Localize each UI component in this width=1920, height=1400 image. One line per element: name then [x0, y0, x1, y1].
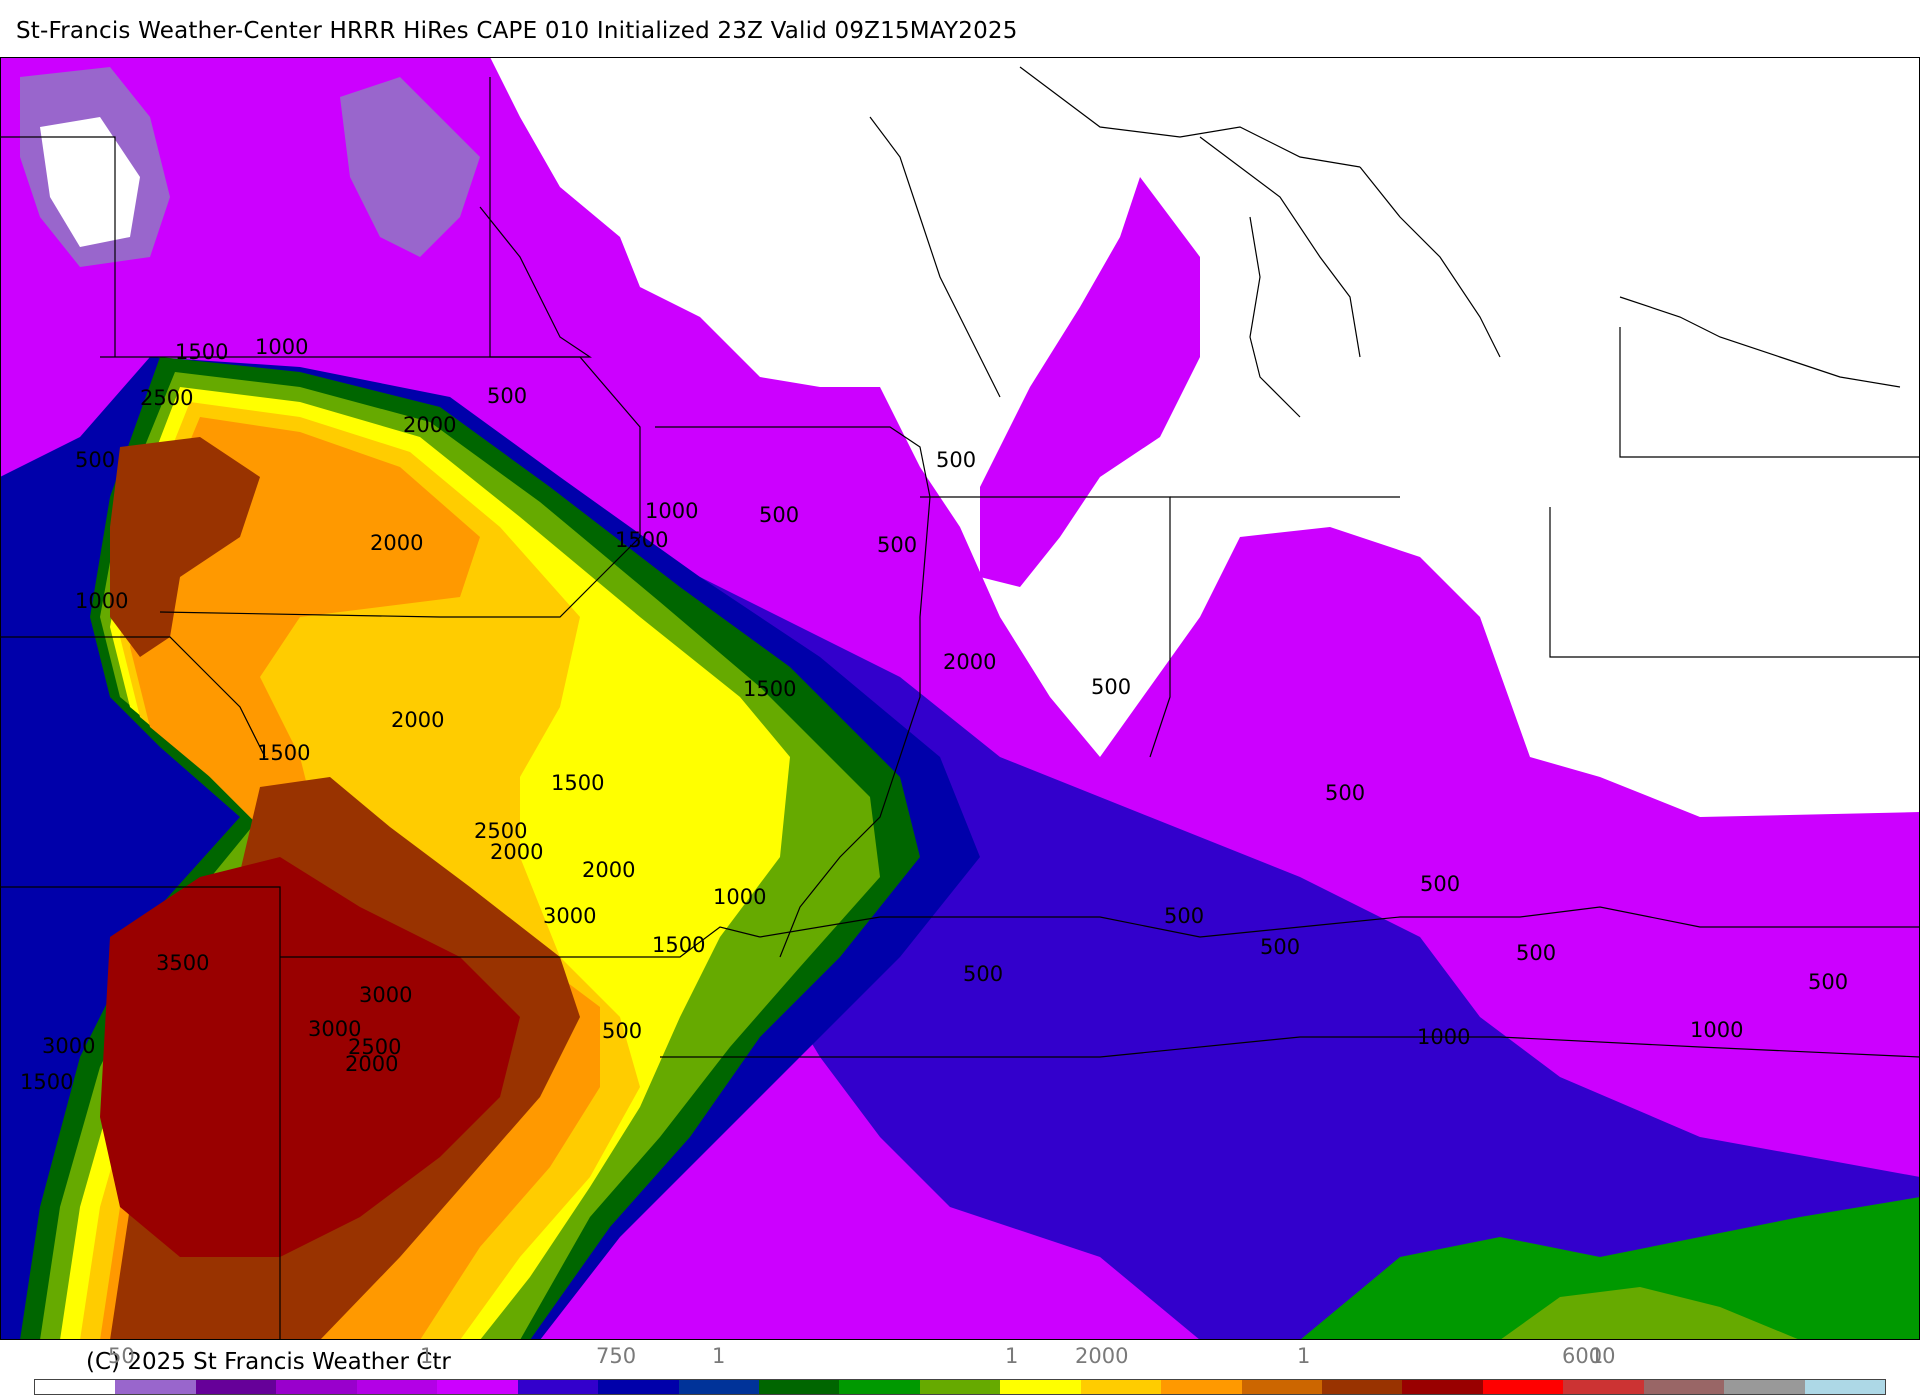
contour-label: 1500: [652, 933, 705, 957]
contour-labels: 1500 1000 2500 2000 500 500 2000 1000 50…: [20, 335, 1848, 1094]
contour-label: 500: [1164, 904, 1204, 928]
contour-label: 2000: [582, 858, 635, 882]
cape-magenta-south: [600, 1117, 900, 1340]
contour-label: 500: [759, 503, 799, 527]
cape-map[interactable]: 1500 1000 2500 2000 500 500 2000 1000 50…: [0, 57, 1920, 1340]
contour-label: 500: [602, 1019, 642, 1043]
contour-label: 2000: [403, 413, 456, 437]
no-cape-region: [490, 57, 1920, 817]
colorbar-segment: [839, 1380, 920, 1394]
contour-label: 500: [963, 962, 1003, 986]
contour-label: 2000: [490, 840, 543, 864]
colorbar-segment: [35, 1380, 116, 1394]
contour-label: 500: [1808, 970, 1848, 994]
contour-label: 3000: [308, 1017, 361, 1041]
contour-label: 1000: [75, 589, 128, 613]
cape-east-lobe: [1600, 817, 1920, 1057]
state-boundaries: [0, 66, 1920, 1340]
colorbar-segment: [517, 1380, 599, 1394]
colorbar-segment: [1804, 1380, 1886, 1394]
colorbar-label: 6000: [1562, 1344, 1616, 1368]
colorbar-segment: [598, 1380, 679, 1394]
contour-label: 3500: [156, 951, 209, 975]
contour-label: 1500: [257, 741, 310, 765]
cape-michigan-lobe: [980, 177, 1200, 587]
contour-label: 1500: [615, 528, 668, 552]
cape-lightgreen-southeast: [1500, 1287, 1800, 1340]
contour-label: 3000: [359, 983, 412, 1007]
colorbar-label: 1: [1005, 1344, 1019, 1368]
contour-label: 500: [75, 448, 115, 472]
colorbar-label: 1: [1297, 1344, 1311, 1368]
contour-label: 500: [1516, 941, 1556, 965]
colorbar-segment: [1080, 1380, 1162, 1394]
contour-label: 2500: [474, 819, 527, 843]
contour-label: 500: [1325, 781, 1365, 805]
colorbar-segment: [1241, 1380, 1322, 1394]
colorbar-segment: [437, 1380, 518, 1394]
colorbar-label: 1: [712, 1344, 726, 1368]
cape-colorbar: [34, 1379, 1886, 1395]
contour-label: 3000: [42, 1034, 95, 1058]
contour-label: 3000: [543, 904, 596, 928]
contour-label: 1500: [743, 677, 796, 701]
contour-label: 1500: [551, 771, 604, 795]
contour-label: 2500: [140, 386, 193, 410]
colorbar-segment: [1643, 1380, 1725, 1394]
colorbar-segment: [1161, 1380, 1242, 1394]
contour-label: 500: [1091, 675, 1131, 699]
lavender-fringe: [340, 77, 480, 257]
colorbar-segment: [276, 1380, 357, 1394]
contour-label: 1000: [255, 335, 308, 359]
colorbar-segment: [1322, 1380, 1403, 1394]
colorbar-segment: [195, 1380, 277, 1394]
contour-label: 1500: [175, 340, 228, 364]
contour-label: 500: [936, 448, 976, 472]
colorbar-segment: [1563, 1380, 1644, 1394]
colorbar-segment: [758, 1380, 840, 1394]
copyright-notice: (C) 2025 St Francis Weather Ctr: [86, 1349, 451, 1375]
contour-label: 1000: [1417, 1025, 1470, 1049]
colorbar-segment: [1482, 1380, 1564, 1394]
colorbar-segment: [1724, 1380, 1805, 1394]
contour-label: 2000: [391, 708, 444, 732]
contour-label: 1000: [645, 499, 698, 523]
cape-brown-nw: [110, 437, 260, 657]
colorbar-label: 2000: [1075, 1344, 1129, 1368]
colorbar-label: 1: [420, 1344, 434, 1368]
contour-label: 500: [1260, 935, 1300, 959]
contour-label: 2000: [370, 531, 423, 555]
contour-label: 500: [877, 533, 917, 557]
colorbar-segment: [919, 1380, 1001, 1394]
contour-label: 500: [1420, 872, 1460, 896]
contour-label: 1000: [713, 885, 766, 909]
contour-label: 1500: [20, 1070, 73, 1094]
map-title: St-Francis Weather-Center HRRR HiRes CAP…: [16, 18, 1018, 44]
colorbar-segment: [1000, 1380, 1081, 1394]
contour-label: 2500: [348, 1035, 401, 1059]
contour-label: 2000: [345, 1052, 398, 1076]
cape-map-canvas: 1500 1000 2500 2000 500 500 2000 1000 50…: [0, 57, 1920, 1340]
colorbar-segment: [678, 1380, 759, 1394]
contour-label: 1000: [1690, 1018, 1743, 1042]
colorbar-label: 1: [1590, 1344, 1604, 1368]
colorbar-label: 50: [108, 1344, 135, 1368]
colorbar-segment: [1402, 1380, 1483, 1394]
contour-label: 500: [487, 384, 527, 408]
cape-green-southeast: [1300, 1197, 1920, 1340]
colorbar-label: 750: [596, 1344, 637, 1368]
colorbar-segment: [115, 1380, 196, 1394]
colorbar-segment: [356, 1380, 438, 1394]
contour-label: 2000: [943, 650, 996, 674]
